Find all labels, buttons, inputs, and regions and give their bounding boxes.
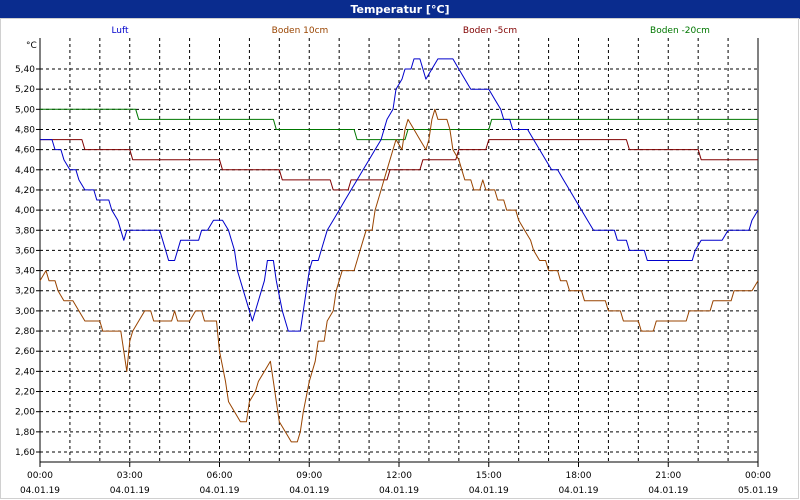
- series-layer: [39, 58, 759, 443]
- series-line-boden-20cm: [40, 108, 758, 141]
- series-line-boden-10cm: [39, 108, 759, 443]
- y-tick-label: 2,80: [15, 327, 35, 337]
- y-tick-label: 1,80: [15, 428, 35, 438]
- legend-layer: Luft Boden 10cm Boden -5cm Boden -20cm: [111, 26, 710, 36]
- y-tick-label: 3,80: [15, 226, 35, 236]
- y-tick-label: 3,40: [15, 267, 35, 277]
- legend-entry: Boden 10cm: [272, 26, 329, 36]
- x-tick-date-label: 04.01.19: [379, 486, 419, 496]
- legend-entry: Luft: [111, 26, 129, 36]
- x-tick-date-label: 05.01.19: [738, 486, 778, 496]
- x-tick-time-label: 06:00: [207, 471, 233, 481]
- legend-entry: Boden -5cm: [463, 26, 517, 36]
- y-tick-label: 5,40: [15, 65, 35, 75]
- y-tick-label: 3,20: [15, 287, 35, 297]
- grid-layer: [40, 38, 758, 462]
- y-tick-label: 5,20: [15, 85, 35, 95]
- series-line-boden-5cm: [40, 139, 758, 191]
- y-tick-label: 4,00: [15, 206, 35, 216]
- x-tick-date-label: 04.01.19: [469, 486, 509, 496]
- y-tick-label: 4,60: [15, 146, 35, 156]
- y-tick-label: 4,20: [15, 186, 35, 196]
- x-tick-time-label: 03:00: [117, 471, 143, 481]
- y-tick-label: 2,40: [15, 367, 35, 377]
- y-tick-label: 3,00: [15, 307, 35, 317]
- y-axis-unit-label: °C: [26, 41, 37, 51]
- x-tick-time-label: 12:00: [386, 471, 412, 481]
- x-tick-date-label: 04.01.19: [110, 486, 150, 496]
- x-tick-date-label: 04.01.19: [20, 486, 60, 496]
- y-tick-label: 4,80: [15, 125, 35, 135]
- y-tick-label: 4,40: [15, 166, 35, 176]
- x-tick-date-label: 04.01.19: [558, 486, 598, 496]
- y-tick-label: 2,20: [15, 388, 35, 398]
- y-tick-label: 5,00: [15, 105, 35, 115]
- y-tick-label: 1,60: [15, 448, 35, 458]
- x-tick-time-label: 09:00: [296, 471, 322, 481]
- y-tick-label: 2,60: [15, 347, 35, 357]
- x-tick-time-label: 00:00: [745, 471, 771, 481]
- series-line-luft: [40, 58, 759, 332]
- y-tick-label: 3,60: [15, 246, 35, 256]
- chart-frame: [0, 18, 799, 499]
- x-tick-date-label: 04.01.19: [648, 486, 688, 496]
- x-tick-date-label: 04.01.19: [289, 486, 329, 496]
- x-tick-time-label: 00:00: [27, 471, 53, 481]
- x-tick-time-label: 18:00: [566, 471, 592, 481]
- axis-layer: °C 1,60 1,80 2,00 2,20 2,40 2,60 2,80 3,00 3,20 3,…: [15, 38, 778, 496]
- x-tick-time-label: 21:00: [655, 471, 681, 481]
- y-tick-label: 2,00: [15, 408, 35, 418]
- legend-entry: Boden -20cm: [650, 26, 710, 36]
- x-tick-time-label: 15:00: [476, 471, 502, 481]
- x-tick-date-label: 04.01.19: [199, 486, 239, 496]
